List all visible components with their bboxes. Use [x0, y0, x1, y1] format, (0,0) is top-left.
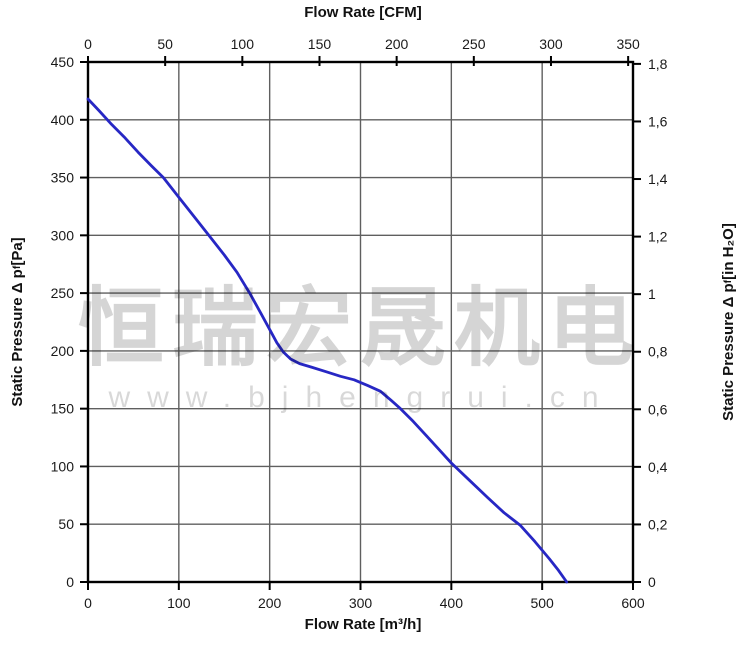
bottom-axis-tick-label: 100 — [167, 595, 191, 611]
gridlines — [88, 62, 633, 582]
bottom-axis-tick-label: 400 — [440, 595, 464, 611]
top-axis-tick-label: 0 — [84, 36, 92, 52]
bottom-axis-tick-label: 300 — [349, 595, 373, 611]
bottom-axis-tick-label: 200 — [258, 595, 282, 611]
top-axis-tick-label: 350 — [616, 36, 640, 52]
right-axis-tick-label: 0,8 — [648, 344, 668, 360]
right-axis-tick-label: 0 — [648, 574, 656, 590]
right-axis-title-main: Static Pressure Δ p — [719, 283, 737, 421]
right-axis-tick-label: 0,6 — [648, 401, 668, 417]
left-axis-tick-label: 50 — [58, 516, 74, 532]
left-axis-tick-label: 400 — [51, 112, 75, 128]
top-axis-tick-label: 150 — [308, 36, 332, 52]
series-curve — [86, 97, 569, 584]
left-axis-tick-label: 100 — [51, 458, 75, 474]
top-axis-tick-label: 200 — [385, 36, 409, 52]
left-axis-title-unit: [Pa] — [8, 237, 26, 266]
bottom-axis-tick-label: 0 — [84, 595, 92, 611]
right-axis-title-unit: [in H₂O] — [719, 223, 737, 280]
left-axis-tick-label: 450 — [51, 54, 75, 70]
left-axis-tick-label: 0 — [66, 574, 74, 590]
bottom-axis-title: Flow Rate [m³/h] — [304, 616, 422, 633]
right-axis-tick-label: 1,2 — [648, 229, 668, 245]
top-axis-title: Flow Rate [CFM] — [304, 4, 422, 21]
left-axis-tick-label: 350 — [51, 170, 75, 186]
top-axis-tick-label: 100 — [231, 36, 255, 52]
pressure-flow-curve — [86, 97, 569, 584]
right-axis-tick-label: 1,4 — [648, 171, 668, 187]
top-axis-tick-label: 50 — [157, 36, 173, 52]
bottom-axis-tick-label: 500 — [530, 595, 554, 611]
right-axis-tick-label: 0,4 — [648, 459, 668, 475]
left-axis-title-main: Static Pressure Δ p — [8, 269, 26, 407]
right-axis-tick-label: 1,8 — [648, 56, 668, 72]
left-axis-tick-label: 150 — [51, 401, 75, 417]
top-axis-tick-label: 300 — [539, 36, 563, 52]
left-axis-tick-label: 250 — [51, 285, 75, 301]
bottom-axis-tick-label: 600 — [621, 595, 645, 611]
right-axis-tick-label: 1 — [648, 286, 656, 302]
right-axis-tick-label: 0,2 — [648, 516, 668, 532]
left-axis-tick-label: 200 — [51, 343, 75, 359]
right-axis-tick-label: 1,6 — [648, 113, 668, 129]
left-axis-tick-label: 300 — [51, 227, 75, 243]
tick-marks — [80, 56, 641, 590]
top-axis-tick-label: 250 — [462, 36, 486, 52]
right-axis-title-subscript: f — [722, 279, 734, 284]
left-axis-title-subscript: f — [11, 265, 23, 270]
